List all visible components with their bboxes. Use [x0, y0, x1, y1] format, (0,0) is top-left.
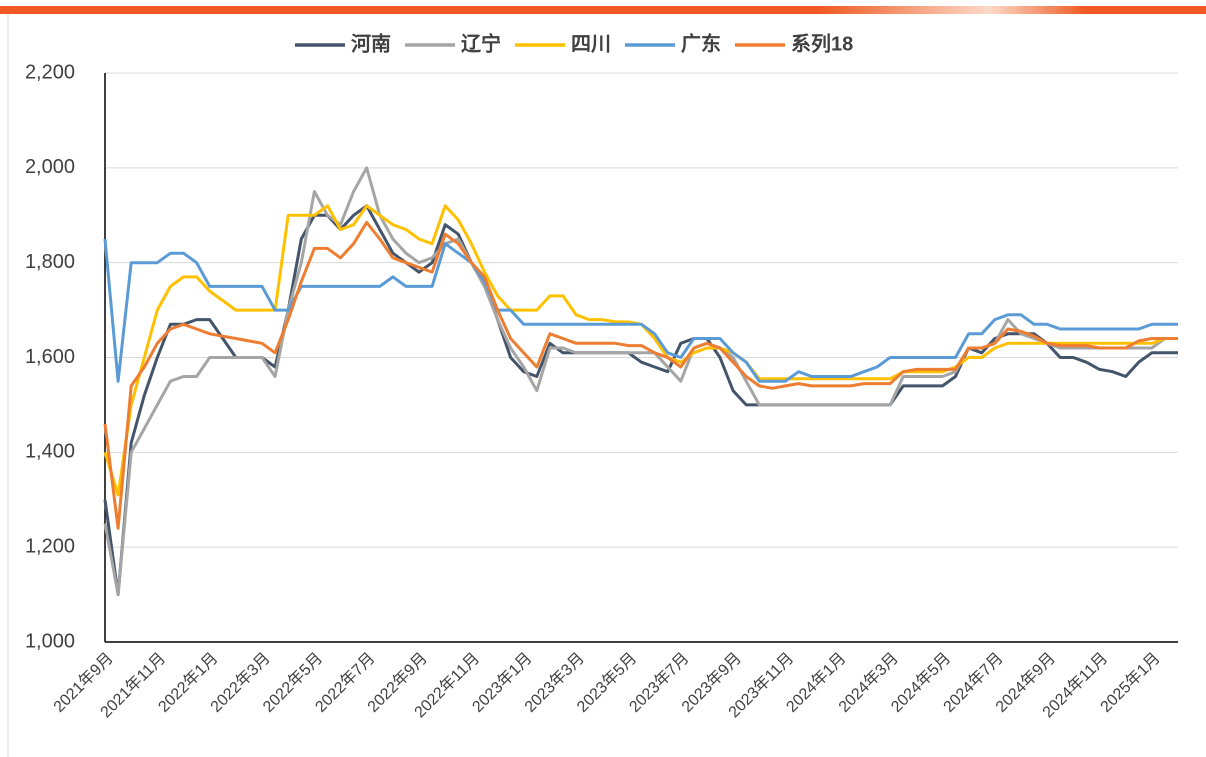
y-tick-label: 1,400 [25, 441, 75, 463]
line-series [103, 204, 1178, 497]
legend-label: 四川 [571, 33, 611, 55]
legend-label: 河南 [351, 32, 391, 55]
line-series [103, 204, 1178, 597]
line-series [103, 166, 1178, 597]
y-tick-label: 1,200 [25, 535, 75, 557]
y-tick-label: 1,000 [25, 630, 75, 652]
y-tick-label: 2,200 [25, 61, 75, 83]
y-tick-label: 1,600 [25, 346, 75, 368]
legend-label: 广东 [681, 31, 721, 55]
line-series [103, 238, 1178, 383]
line-series [103, 220, 1178, 530]
legend-label: 系列18 [791, 32, 853, 55]
y-tick-label: 2,000 [25, 156, 75, 178]
y-tick-label: 1,800 [25, 251, 75, 273]
top-bar [0, 6, 1206, 14]
legend-label: 辽宁 [461, 31, 501, 55]
